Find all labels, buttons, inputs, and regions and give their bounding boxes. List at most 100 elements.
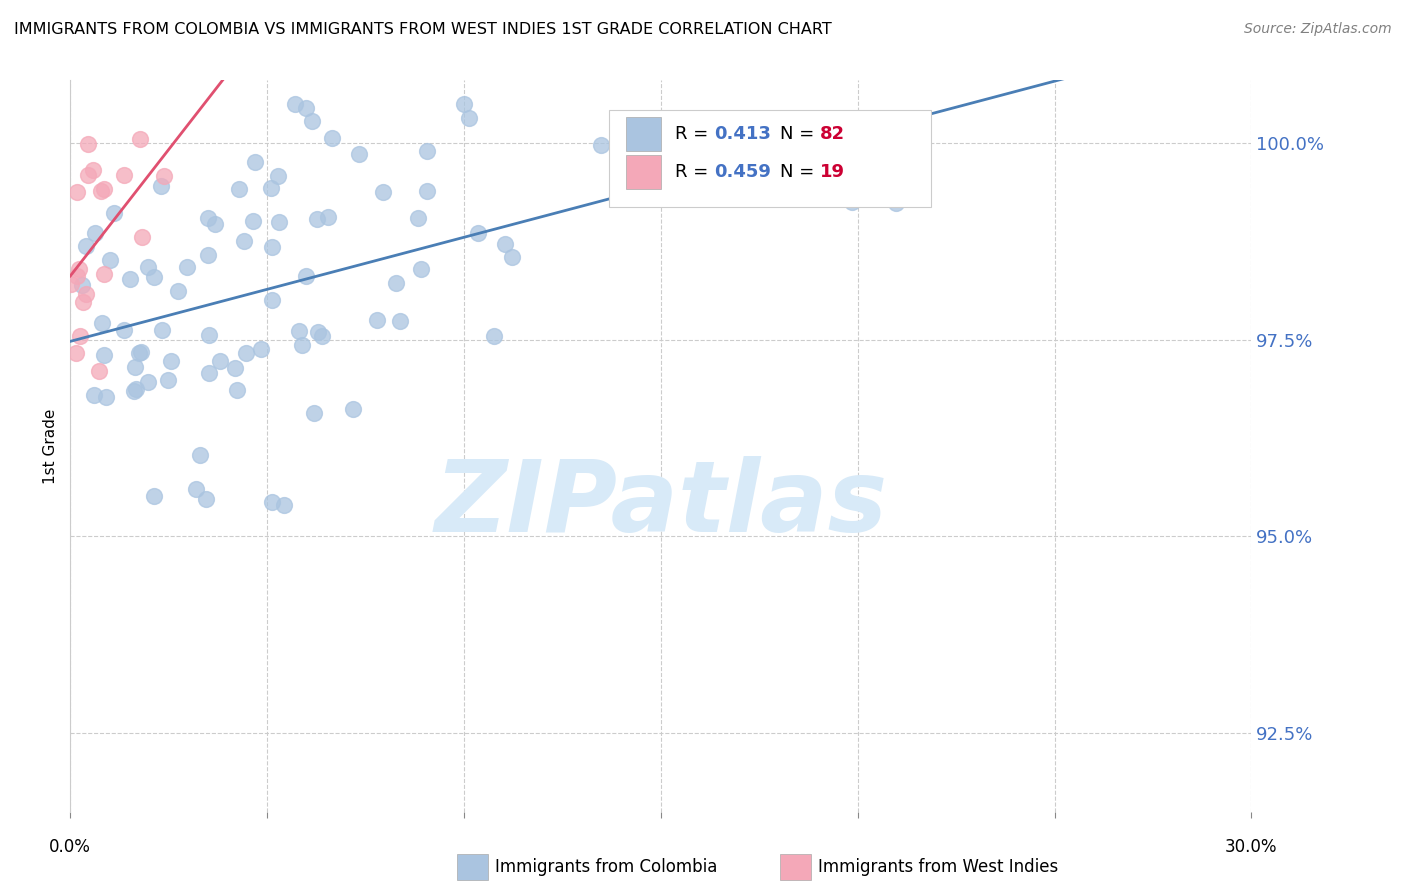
Point bbox=[59, 277, 82, 291]
Point bbox=[124, 360, 146, 375]
Point bbox=[143, 490, 166, 504]
Text: N =: N = bbox=[780, 125, 820, 143]
Point bbox=[295, 269, 318, 284]
Point bbox=[679, 135, 702, 149]
Point bbox=[76, 137, 98, 152]
Text: N =: N = bbox=[780, 163, 820, 181]
Point bbox=[118, 272, 141, 286]
Point bbox=[131, 230, 153, 244]
Text: ZIPatlas: ZIPatlas bbox=[434, 456, 887, 553]
Point bbox=[349, 147, 371, 161]
Point bbox=[284, 96, 307, 111]
Point bbox=[411, 262, 433, 277]
Point bbox=[384, 276, 406, 290]
Point bbox=[267, 169, 290, 183]
Y-axis label: 1st Grade: 1st Grade bbox=[44, 409, 59, 483]
Text: R =: R = bbox=[675, 163, 714, 181]
Point bbox=[75, 238, 97, 252]
Point bbox=[453, 96, 475, 111]
Point bbox=[228, 181, 250, 195]
Point bbox=[77, 169, 100, 183]
Point bbox=[98, 252, 121, 267]
Point bbox=[484, 329, 506, 343]
Point bbox=[89, 364, 111, 378]
Point bbox=[136, 375, 159, 389]
Point bbox=[112, 323, 135, 337]
Point bbox=[249, 342, 271, 356]
Point bbox=[83, 227, 105, 241]
Point bbox=[242, 214, 264, 228]
Point bbox=[884, 195, 907, 210]
Point bbox=[83, 388, 105, 402]
Point bbox=[124, 384, 146, 398]
Text: 0.0%: 0.0% bbox=[49, 838, 91, 856]
Point bbox=[501, 250, 523, 264]
Point bbox=[65, 346, 87, 360]
Point bbox=[841, 195, 863, 210]
Text: Immigrants from Colombia: Immigrants from Colombia bbox=[495, 858, 717, 876]
Point bbox=[307, 325, 329, 339]
Point bbox=[269, 214, 291, 228]
Point bbox=[75, 287, 97, 301]
Text: 19: 19 bbox=[820, 163, 845, 181]
Text: 0.413: 0.413 bbox=[714, 125, 770, 143]
Text: Immigrants from West Indies: Immigrants from West Indies bbox=[818, 858, 1059, 876]
Point bbox=[72, 278, 94, 293]
Point bbox=[125, 382, 148, 396]
Point bbox=[128, 346, 150, 360]
Text: IMMIGRANTS FROM COLOMBIA VS IMMIGRANTS FROM WEST INDIES 1ST GRADE CORRELATION CH: IMMIGRANTS FROM COLOMBIA VS IMMIGRANTS F… bbox=[14, 22, 832, 37]
Point bbox=[494, 237, 516, 252]
Point bbox=[136, 260, 159, 275]
Point bbox=[160, 354, 183, 368]
Point bbox=[93, 182, 115, 196]
Point bbox=[208, 354, 231, 368]
Point bbox=[302, 406, 325, 420]
Point bbox=[131, 345, 153, 359]
Point bbox=[262, 293, 284, 308]
Point bbox=[167, 284, 190, 298]
Point bbox=[176, 260, 198, 274]
Point bbox=[415, 145, 437, 159]
Point bbox=[291, 337, 314, 351]
Point bbox=[150, 323, 173, 337]
Point bbox=[273, 498, 295, 512]
Point bbox=[153, 169, 176, 184]
Point bbox=[416, 184, 439, 198]
Point bbox=[311, 329, 333, 343]
Point bbox=[262, 240, 284, 254]
Point bbox=[112, 168, 135, 182]
Text: R =: R = bbox=[675, 125, 714, 143]
Point bbox=[66, 185, 89, 199]
Text: 30.0%: 30.0% bbox=[1225, 838, 1278, 856]
Point bbox=[66, 269, 89, 284]
Point bbox=[128, 132, 150, 146]
Point bbox=[90, 184, 112, 198]
Point bbox=[82, 162, 104, 177]
Point bbox=[467, 227, 489, 241]
Point bbox=[90, 317, 112, 331]
Point bbox=[288, 324, 311, 338]
Point bbox=[226, 383, 249, 397]
Point bbox=[235, 345, 257, 359]
Point bbox=[93, 348, 115, 362]
Point bbox=[260, 495, 283, 509]
Point bbox=[188, 448, 211, 462]
Point bbox=[142, 270, 165, 285]
Text: 82: 82 bbox=[820, 125, 845, 143]
Point bbox=[589, 137, 612, 152]
Point bbox=[197, 248, 219, 262]
Point bbox=[93, 267, 115, 281]
Point bbox=[389, 314, 412, 328]
Point bbox=[307, 211, 329, 226]
Point bbox=[342, 401, 364, 416]
Point bbox=[204, 217, 226, 231]
Point bbox=[149, 178, 172, 193]
Point bbox=[232, 234, 254, 248]
Point bbox=[243, 154, 266, 169]
Point bbox=[224, 360, 246, 375]
Point bbox=[67, 262, 90, 277]
Point bbox=[156, 373, 179, 387]
Point bbox=[458, 111, 481, 125]
Point bbox=[260, 180, 283, 194]
Point bbox=[321, 131, 343, 145]
